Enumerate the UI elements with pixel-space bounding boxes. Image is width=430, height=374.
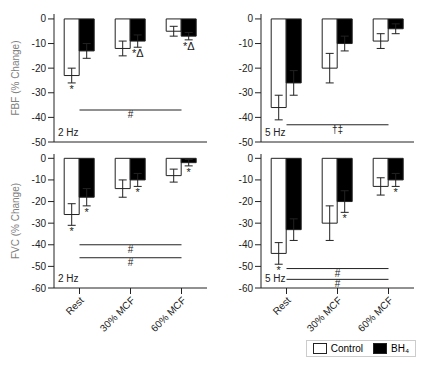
svg-text:-30: -30 [32,218,47,229]
html-text:BH₄: BH₄ [391,343,409,354]
svg-text:0: 0 [40,153,46,164]
html-text:2 Hz: 2 Hz [58,273,79,284]
svg-text:-30: -30 [32,87,47,98]
svg-text:Rest: Rest [64,295,86,317]
svg-text:#: # [128,244,134,255]
svg-text:0: 0 [40,13,46,24]
html-text:5 Hz: 5 Hz [265,127,286,138]
svg-text:-20: -20 [239,63,254,74]
html-text:2 Hz: 2 Hz [58,127,79,138]
svg-text:-40: -40 [32,239,47,250]
svg-text:*: * [70,225,75,237]
svg-text:FVC (% Change): FVC (% Change) [10,183,21,259]
svg-text:*Δ: *Δ [132,47,144,59]
svg-text:-40: -40 [239,112,254,123]
svg-text:-40: -40 [239,239,254,250]
svg-text:#: # [128,257,134,268]
svg-text:0: 0 [247,13,253,24]
svg-text:*: * [85,206,90,218]
svg-text:-10: -10 [239,174,254,185]
svg-text:-50: -50 [32,137,47,148]
svg-text:*Δ: *Δ [183,40,195,52]
svg-text:*: * [136,186,141,198]
svg-text:60% MCF: 60% MCF [149,295,188,334]
html-text:Control: Control [330,343,363,354]
svg-text:-20: -20 [32,63,47,74]
svg-text:-40: -40 [32,112,47,123]
svg-text:-50: -50 [239,137,254,148]
svg-text:*: * [343,212,348,224]
svg-text:0: 0 [247,153,253,164]
svg-text:-10: -10 [239,38,254,49]
svg-text:#: # [335,278,341,289]
svg-text:-60: -60 [32,283,47,294]
svg-text:-20: -20 [32,196,47,207]
svg-text:*: * [187,166,192,178]
svg-text:30% MCF: 30% MCF [98,295,137,334]
svg-text:-60: -60 [239,283,254,294]
svg-text:*: * [394,186,399,198]
svg-text:-30: -30 [239,87,254,98]
svg-text:†‡: †‡ [332,124,343,135]
svg-text:*: * [70,83,75,95]
svg-text:-10: -10 [32,174,47,185]
svg-text:-50: -50 [32,261,47,272]
svg-text:60% MCF: 60% MCF [356,295,395,334]
svg-text:-20: -20 [239,196,254,207]
svg-text:30% MCF: 30% MCF [305,295,344,334]
svg-text:#: # [128,109,134,120]
svg-text:Rest: Rest [271,295,293,317]
svg-text:-50: -50 [239,261,254,272]
html-text:5 Hz: 5 Hz [265,273,286,284]
svg-text:FBF (% Change): FBF (% Change) [10,40,21,115]
svg-text:-10: -10 [32,38,47,49]
svg-text:#: # [335,268,341,279]
svg-text:-30: -30 [239,218,254,229]
